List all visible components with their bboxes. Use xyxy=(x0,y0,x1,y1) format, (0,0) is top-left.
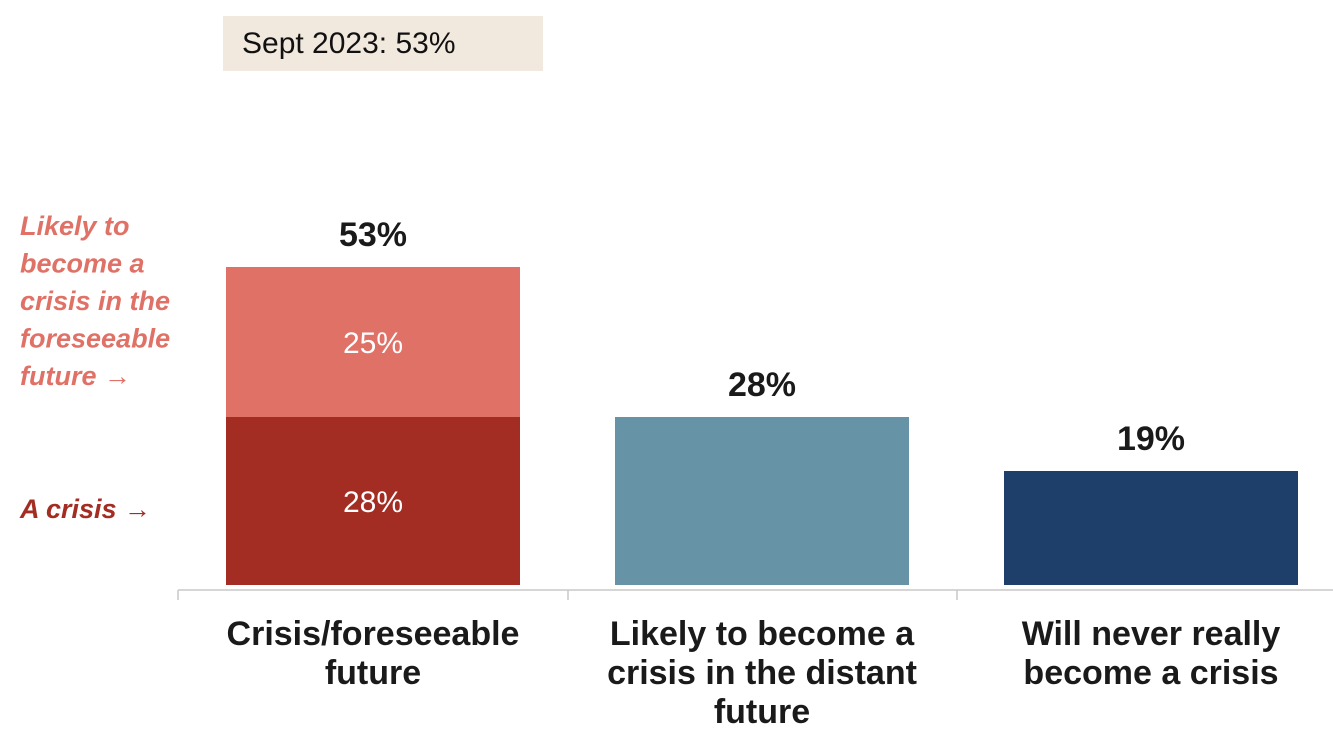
side-label-crisis: A crisis → xyxy=(19,494,151,524)
callout-text: Sept 2023: 53% xyxy=(242,27,456,60)
category-label: Likely to become a crisis in the distant f… xyxy=(607,615,917,731)
bar-segment-2 xyxy=(615,417,909,585)
category-labels: Crisis/foreseeable future Likely to become… xyxy=(227,615,1281,731)
category-label: Crisis/foreseeable future xyxy=(227,615,520,692)
category-label: Will never really become a crisis xyxy=(1022,615,1281,692)
bars: 28% 25% 53% 28% 19% xyxy=(226,216,1298,585)
bar-segment-3 xyxy=(1004,471,1298,585)
bar-segment-0 xyxy=(226,417,520,585)
bar-segment-1 xyxy=(226,267,520,417)
x-axis xyxy=(177,589,1333,600)
side-labels: Likely to become a crisis in the foreseeabl… xyxy=(19,211,170,524)
total-value-label: 28% xyxy=(728,366,796,404)
callout-box: Sept 2023: 53% xyxy=(223,16,543,71)
total-value-label: 19% xyxy=(1117,420,1185,458)
segment-value-label: 25% xyxy=(343,327,403,360)
segment-value-label: 28% xyxy=(343,486,403,519)
total-value-label: 53% xyxy=(339,216,407,254)
side-label-foreseeable: Likely to become a crisis in the foreseeabl… xyxy=(20,211,170,391)
